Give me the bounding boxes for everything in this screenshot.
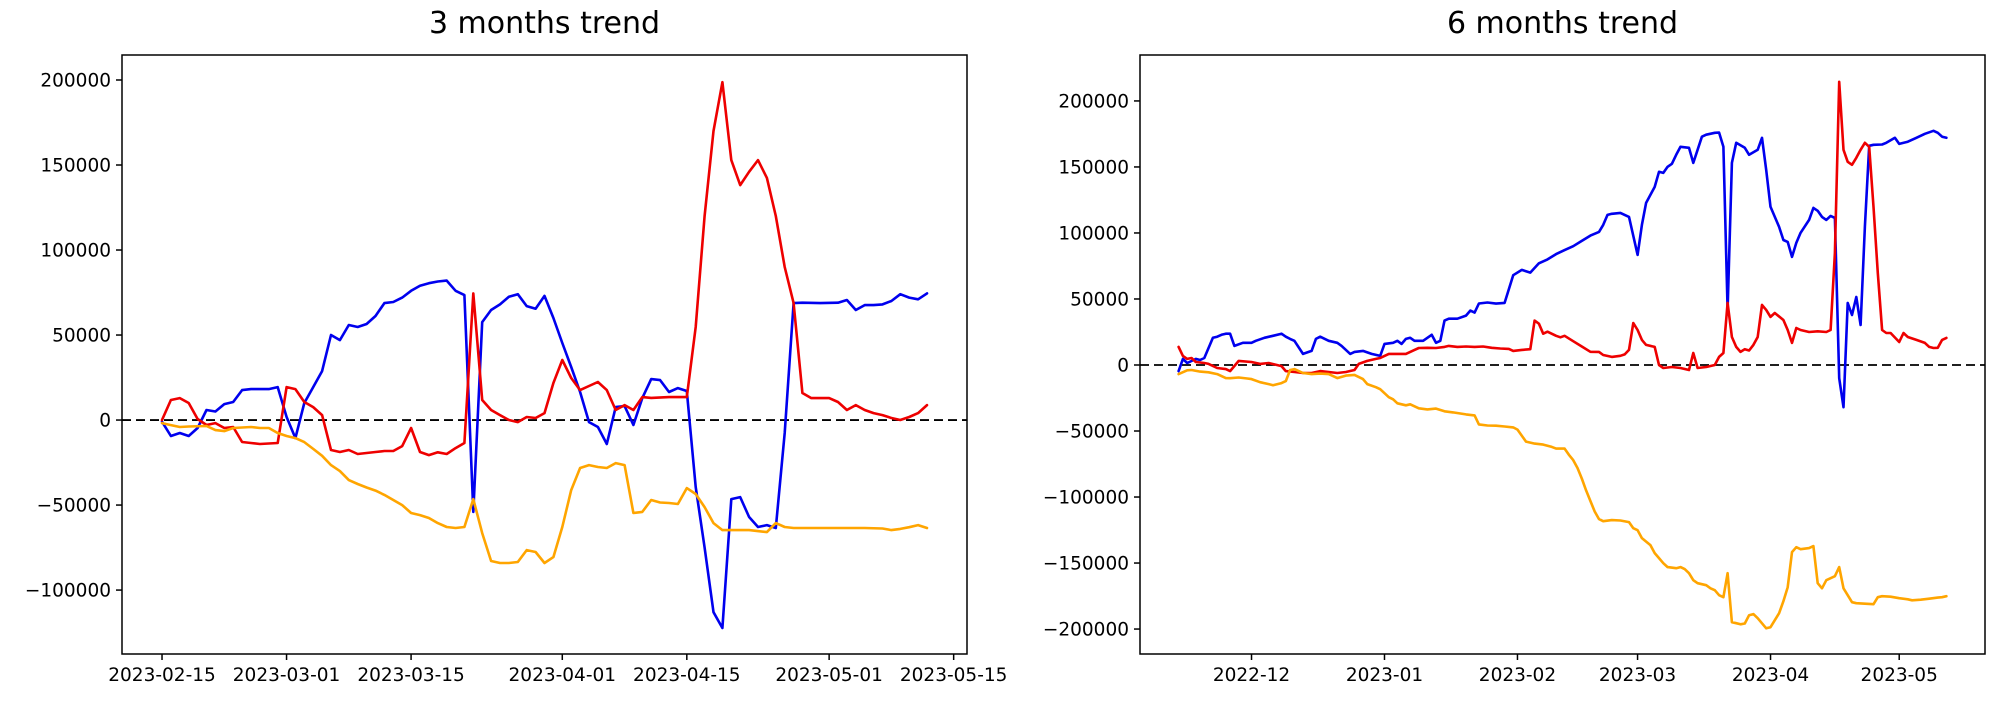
y-tick-label: 100000 (1058, 223, 1129, 244)
series-line-red (160, 80, 929, 457)
x-tick-label: 2022-12 (1213, 665, 1290, 686)
y-tick-label: −200000 (1043, 620, 1129, 641)
y-tick-label: −100000 (1043, 488, 1129, 509)
plot-box (121, 54, 968, 655)
y-tick-label: 50000 (1070, 289, 1129, 310)
x-tick-label: 2023-01 (1346, 665, 1423, 686)
y-tick-label: 50000 (52, 326, 111, 347)
x-tick-label: 2023-05-01 (775, 665, 883, 686)
y-tick-label: −150000 (1043, 554, 1129, 575)
x-tick-label: 2023-04-15 (633, 665, 741, 686)
series-line-blue (160, 279, 929, 630)
x-tick-label: 2023-04 (1732, 665, 1809, 686)
y-tick-label: −50000 (37, 496, 111, 517)
y-tick-label: 150000 (40, 156, 111, 177)
x-tick-label: 2023-02 (1479, 665, 1556, 686)
y-tick-label: −100000 (25, 581, 111, 602)
series-line-blue (1177, 129, 1948, 409)
series-line-orange (160, 421, 929, 565)
y-tick-label: 200000 (40, 70, 111, 91)
x-tick-label: 2023-03-15 (357, 665, 465, 686)
x-tick-label: 2023-02-15 (108, 665, 216, 686)
plot-box (1139, 54, 1986, 655)
y-tick-label: −50000 (1055, 422, 1129, 443)
y-tick-label: 100000 (40, 241, 111, 262)
series-line-orange (1177, 367, 1948, 630)
x-tick-label: 2023-03-01 (233, 665, 341, 686)
x-tick-label: 2023-04-01 (509, 665, 617, 686)
x-tick-label: 2023-03 (1599, 665, 1676, 686)
chart-title-3-months: 3 months trend (428, 6, 661, 41)
x-tick-label: 2023-05-15 (900, 665, 1008, 686)
y-tick-label: 0 (99, 411, 111, 432)
chart-title-6-months: 6 months trend (1446, 6, 1679, 41)
x-tick-label: 2023-05 (1861, 665, 1938, 686)
y-tick-label: 150000 (1058, 157, 1129, 178)
y-tick-label: 0 (1117, 355, 1129, 376)
series-line-red (1177, 80, 1948, 375)
y-tick-label: 200000 (1058, 91, 1129, 112)
